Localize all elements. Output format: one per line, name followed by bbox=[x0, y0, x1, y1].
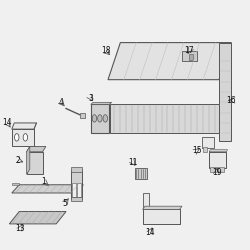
Bar bbox=[135, 168, 147, 178]
Text: 19: 19 bbox=[212, 168, 221, 177]
Bar bbox=[71, 168, 82, 172]
Polygon shape bbox=[209, 150, 228, 152]
Polygon shape bbox=[108, 42, 231, 80]
Text: 3: 3 bbox=[88, 94, 93, 103]
Bar bbox=[209, 152, 226, 168]
Polygon shape bbox=[142, 206, 182, 210]
Bar bbox=[71, 197, 82, 201]
Polygon shape bbox=[26, 146, 30, 174]
Text: 5: 5 bbox=[62, 199, 67, 208]
Text: 14: 14 bbox=[145, 228, 155, 237]
Bar bbox=[182, 51, 197, 61]
Polygon shape bbox=[142, 210, 180, 224]
Polygon shape bbox=[91, 102, 112, 104]
Text: 4: 4 bbox=[59, 98, 64, 107]
Bar bbox=[12, 129, 34, 146]
Polygon shape bbox=[12, 123, 36, 129]
Polygon shape bbox=[12, 183, 19, 185]
Bar bbox=[91, 104, 109, 133]
Polygon shape bbox=[71, 170, 82, 199]
Bar bbox=[77, 183, 81, 197]
Circle shape bbox=[103, 115, 108, 122]
Bar bbox=[218, 168, 224, 172]
Text: 18: 18 bbox=[101, 46, 110, 55]
Bar bbox=[210, 168, 216, 172]
Text: 16: 16 bbox=[226, 96, 236, 105]
Polygon shape bbox=[110, 104, 219, 133]
Circle shape bbox=[23, 134, 28, 141]
Bar bbox=[72, 183, 76, 197]
Bar bbox=[142, 193, 149, 210]
Text: 15: 15 bbox=[192, 146, 202, 155]
Bar bbox=[190, 54, 193, 60]
Circle shape bbox=[92, 115, 97, 122]
Polygon shape bbox=[12, 185, 83, 193]
Text: 13: 13 bbox=[16, 224, 25, 232]
Polygon shape bbox=[219, 42, 231, 141]
Polygon shape bbox=[26, 146, 46, 152]
Text: 2: 2 bbox=[16, 156, 20, 164]
Bar bbox=[203, 147, 207, 152]
Circle shape bbox=[14, 134, 19, 141]
Circle shape bbox=[98, 115, 102, 122]
Bar bbox=[202, 137, 214, 148]
Text: 11: 11 bbox=[128, 158, 138, 166]
Polygon shape bbox=[9, 212, 66, 224]
Bar bbox=[80, 113, 85, 117]
Text: 14: 14 bbox=[2, 118, 12, 128]
Text: 1: 1 bbox=[42, 177, 46, 186]
Bar bbox=[26, 152, 43, 174]
Text: 17: 17 bbox=[184, 46, 194, 55]
